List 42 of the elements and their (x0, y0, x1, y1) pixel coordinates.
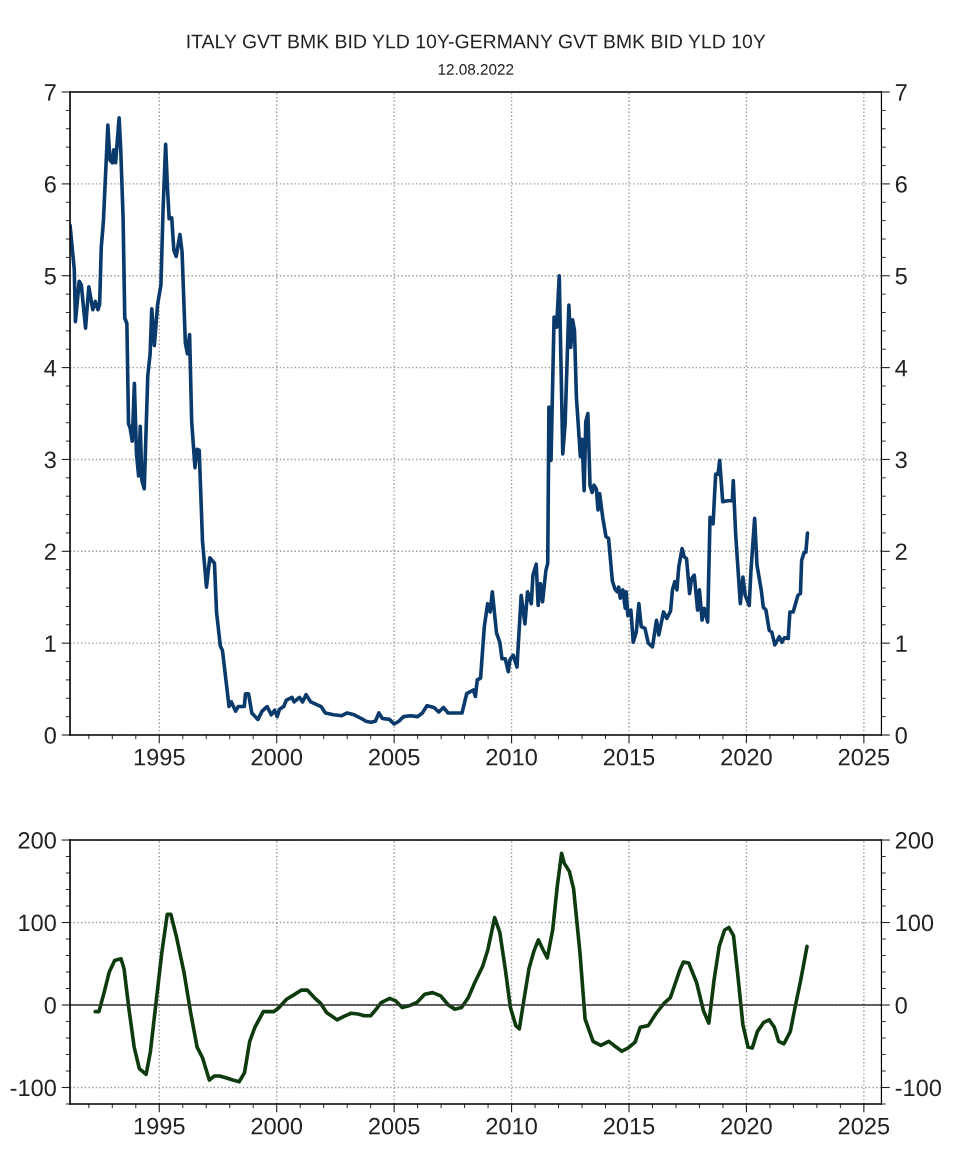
y2-tick-label: 1 (896, 635, 907, 652)
y2-tick-label: 3 (895, 451, 907, 469)
y2-tick-label: 0 (895, 997, 907, 1014)
y2-tick-label: -100 (895, 1079, 941, 1097)
x-tick-label: 1995 (134, 1117, 185, 1135)
line-series (93, 851, 809, 1084)
y-tick-label: 200 (18, 832, 56, 849)
y-tick-label: 1 (45, 635, 56, 652)
line-series (70, 115, 810, 726)
y-tick-label: 3 (44, 451, 56, 469)
y-tick-label: -100 (10, 1079, 56, 1097)
y-tick-label: 2 (44, 543, 56, 560)
y-tick-label: 7 (44, 84, 56, 101)
x-tick-label: 2010 (486, 748, 537, 766)
y2-tick-label: 4 (895, 359, 908, 377)
x-tick-label: 2020 (721, 748, 772, 766)
y-tick-label: 0 (44, 727, 56, 744)
x-tick-label: 2015 (603, 748, 655, 766)
y-tick-label: 5 (44, 268, 56, 285)
y2-tick-label: 6 (895, 175, 907, 193)
y2-tick-label: 200 (895, 832, 934, 849)
y2-tick-label: 5 (895, 268, 907, 285)
chart-title: ITALY GVT BMK BID YLD 10Y-GERMANY GVT BMK BID YLD 10Y (187, 34, 766, 49)
x-tick-label: 2005 (369, 1117, 420, 1135)
y-tick-label: 6 (44, 175, 56, 193)
y2-tick-label: 7 (895, 84, 907, 101)
x-tick-label: 2025 (838, 748, 890, 766)
x-tick-label: 2015 (603, 1117, 655, 1135)
y-tick-label: 4 (44, 359, 57, 377)
y2-tick-label: 100 (896, 914, 934, 932)
chart-subtitle: 12.08.2022 (438, 64, 514, 75)
y2-tick-label: 2 (895, 543, 907, 560)
y-tick-label: 100 (19, 914, 56, 932)
x-tick-label: 2010 (486, 1117, 537, 1135)
x-tick-label: 2020 (721, 1117, 772, 1135)
x-tick-label: 2000 (251, 1117, 303, 1135)
y-tick-label: 0 (44, 997, 56, 1014)
y2-tick-label: 0 (895, 727, 907, 744)
x-tick-label: 2000 (251, 748, 303, 766)
x-tick-label: 2005 (369, 748, 420, 766)
x-tick-label: 1995 (134, 748, 185, 766)
x-tick-label: 2025 (838, 1117, 890, 1135)
